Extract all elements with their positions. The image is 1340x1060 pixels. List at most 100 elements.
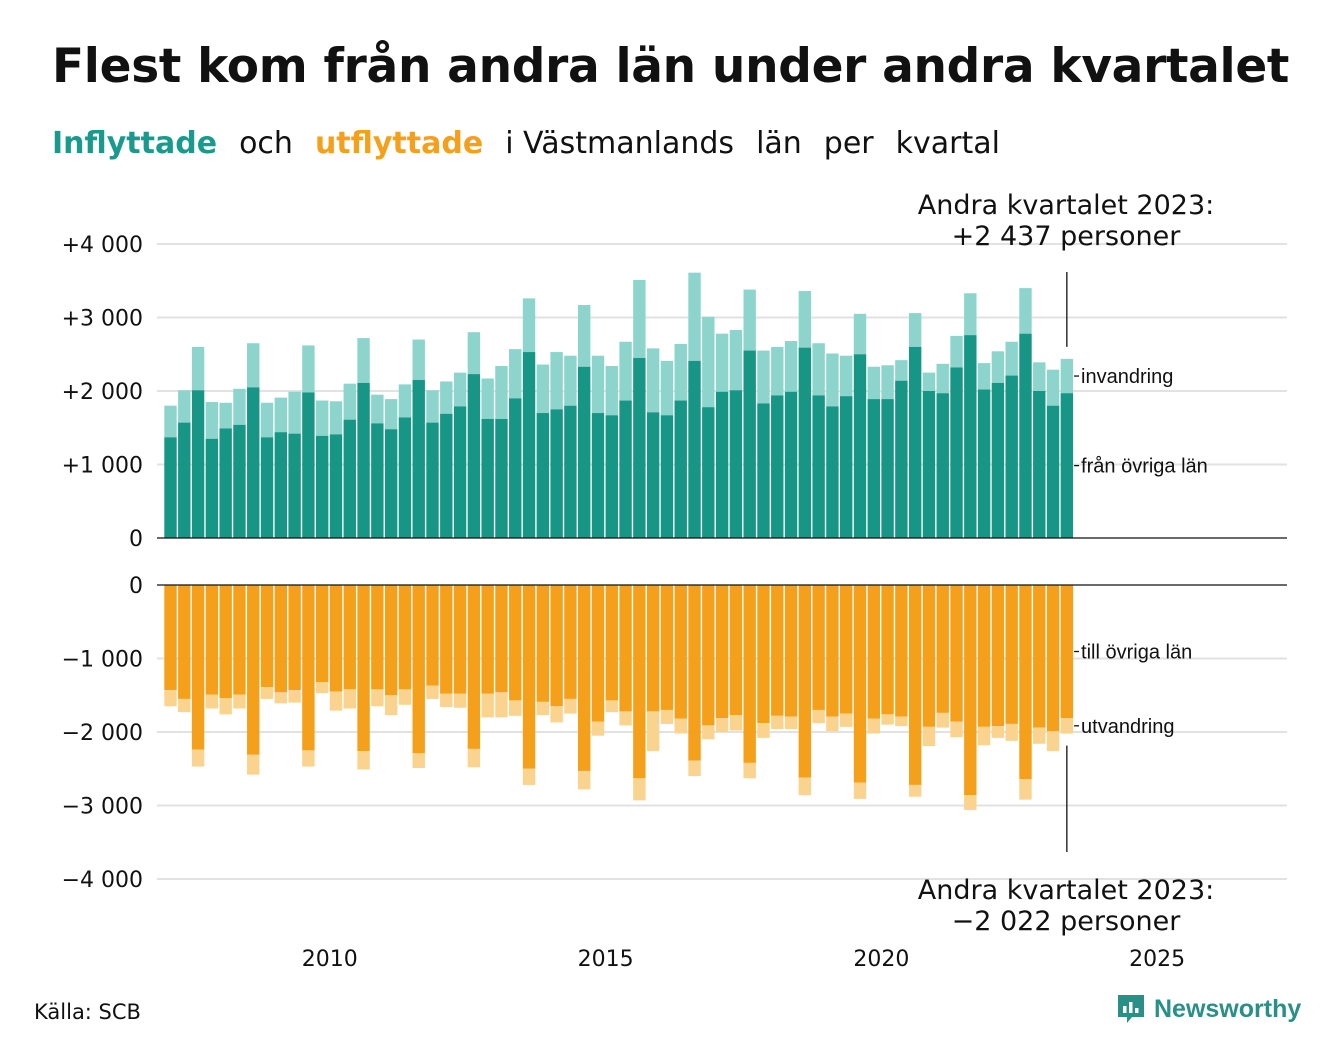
bar-invandring	[812, 343, 825, 396]
bar-till-ovriga-lan	[453, 585, 467, 694]
bar-utvandring	[591, 721, 605, 736]
bar-invandring	[826, 353, 839, 407]
bar-fran-ovriga-lan	[702, 407, 715, 538]
bar-utvandring	[578, 770, 591, 790]
bar-till-ovriga-lan	[771, 585, 784, 716]
bar-invandring	[729, 329, 743, 391]
bar-utvandring	[509, 700, 522, 716]
bar-fran-ovriga-lan	[991, 382, 1005, 538]
bar-utvandring	[329, 691, 343, 711]
bar-fran-ovriga-lan	[867, 399, 880, 538]
bar-till-ovriga-lan	[398, 585, 412, 690]
bar-utvandring	[274, 692, 288, 704]
bar-invandring	[178, 390, 191, 423]
bar-utvandring	[812, 709, 825, 724]
bar-invandring	[509, 349, 522, 399]
bar-invandring	[840, 355, 853, 397]
subtitle-quarter: kvartal	[895, 126, 1000, 161]
bar-till-ovriga-lan	[798, 585, 812, 778]
bar-till-ovriga-lan	[357, 585, 370, 752]
x-tick-label: 2025	[1129, 947, 1185, 972]
bar-utvandring	[440, 693, 453, 708]
newsworthy-chart-icon	[1118, 995, 1144, 1023]
bar-fran-ovriga-lan	[288, 433, 301, 538]
bar-till-ovriga-lan	[715, 585, 729, 719]
bar-fran-ovriga-lan	[178, 422, 191, 538]
bar-invandring	[936, 363, 949, 394]
bar-invandring	[564, 355, 577, 406]
bar-fran-ovriga-lan	[1019, 333, 1032, 538]
bar-till-ovriga-lan	[343, 585, 356, 690]
y-tick-label-bottom: 0	[129, 574, 143, 599]
bar-invandring	[977, 363, 991, 390]
bar-invandring	[495, 366, 508, 419]
bar-utvandring	[371, 689, 384, 707]
bar-utvandring	[357, 751, 370, 770]
bar-invandring	[233, 388, 246, 425]
bar-invandring	[757, 350, 770, 404]
bar-invandring	[619, 341, 632, 401]
annotation-top-line2: +2 437 personer	[952, 221, 1182, 252]
bar-fran-ovriga-lan	[646, 412, 660, 538]
bar-utvandring	[219, 698, 232, 715]
y-tick-label-bottom: −4 000	[62, 868, 143, 893]
bar-till-ovriga-lan	[688, 585, 701, 761]
bar-invandring	[605, 366, 618, 416]
bar-till-ovriga-lan	[991, 585, 1005, 727]
bar-invandring	[908, 313, 922, 347]
bar-till-ovriga-lan	[426, 585, 439, 686]
bar-till-ovriga-lan	[591, 585, 605, 722]
bar-till-ovriga-lan	[288, 585, 301, 691]
annotation-bottom-line2: −2 022 personer	[952, 906, 1182, 937]
bar-till-ovriga-lan	[522, 585, 536, 769]
bar-invandring	[881, 365, 894, 400]
bar-invandring	[1033, 362, 1046, 391]
bar-utvandring	[1019, 779, 1032, 800]
bar-invandring	[274, 397, 288, 433]
bar-invandring	[219, 402, 232, 429]
series-labels: invandring från övriga län till övriga län…	[1074, 366, 1208, 738]
bar-fran-ovriga-lan	[371, 423, 384, 538]
annotation-top-line1: Andra kvartalet 2023:	[918, 190, 1214, 221]
bar-utvandring	[233, 694, 246, 709]
bar-utvandring	[853, 782, 867, 799]
bar-utvandring	[646, 711, 660, 752]
bar-fran-ovriga-lan	[950, 367, 963, 538]
bar-invandring	[646, 348, 660, 413]
bar-utvandring	[205, 694, 219, 709]
bar-invandring	[164, 405, 177, 438]
bar-till-ovriga-lan	[619, 585, 632, 712]
bar-fran-ovriga-lan	[743, 350, 756, 538]
bar-utvandring	[743, 762, 756, 779]
bar-fran-ovriga-lan	[922, 391, 936, 538]
bar-fran-ovriga-lan	[853, 354, 867, 538]
bar-invandring	[922, 372, 936, 391]
bar-utvandring	[288, 690, 301, 703]
bar-utvandring	[840, 713, 853, 727]
bar-utvandring	[522, 768, 536, 785]
bar-fran-ovriga-lan	[453, 406, 467, 538]
bar-fran-ovriga-lan	[247, 387, 260, 538]
bar-invandring	[191, 346, 205, 391]
bar-till-ovriga-lan	[881, 585, 894, 715]
bar-invandring	[1005, 341, 1018, 376]
bar-utvandring	[1060, 718, 1074, 734]
bar-fran-ovriga-lan	[357, 382, 370, 538]
bar-fran-ovriga-lan	[784, 391, 798, 538]
bar-till-ovriga-lan	[757, 585, 770, 724]
bar-till-ovriga-lan	[1046, 585, 1060, 732]
bar-utvandring	[936, 712, 949, 728]
bar-fran-ovriga-lan	[660, 415, 674, 538]
bar-fran-ovriga-lan	[550, 409, 563, 538]
bar-utvandring	[867, 718, 880, 734]
bar-utvandring	[798, 777, 812, 796]
bar-utvandring	[881, 714, 894, 725]
bar-invandring	[660, 360, 674, 416]
bar-invandring	[950, 335, 963, 368]
bar-till-ovriga-lan	[784, 585, 798, 717]
bar-invandring	[371, 394, 384, 424]
bar-fran-ovriga-lan	[260, 437, 274, 538]
bar-utvandring	[784, 716, 798, 730]
bar-utvandring	[398, 689, 412, 705]
